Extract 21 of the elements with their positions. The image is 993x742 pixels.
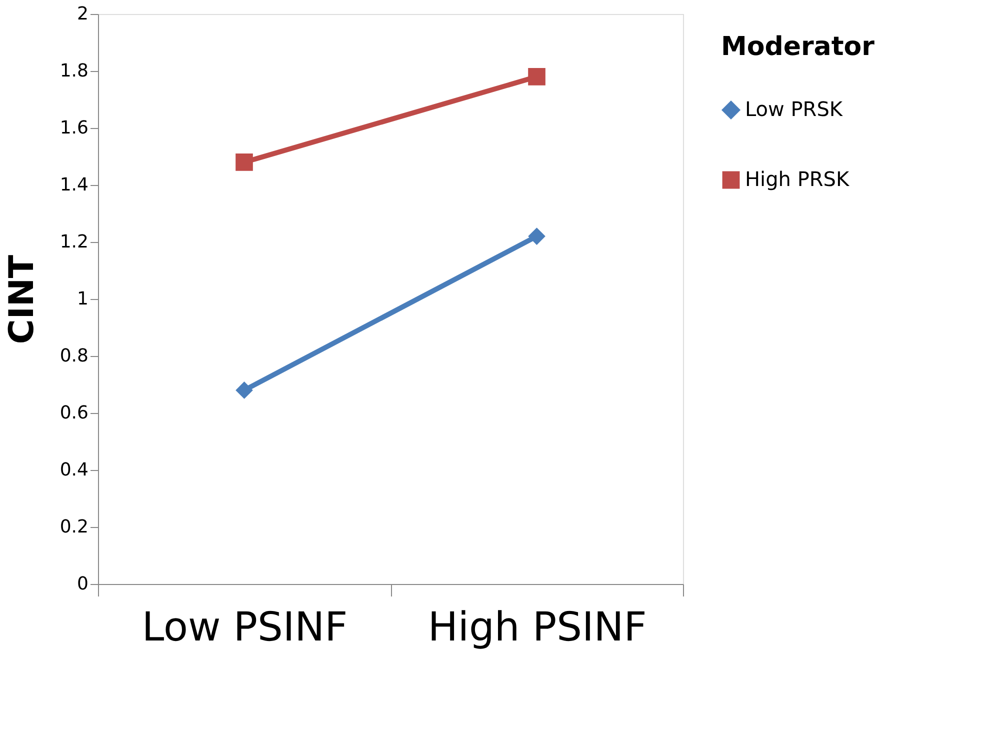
y-tick-label: 1.8 <box>60 60 88 82</box>
y-tick-label: 1.4 <box>60 174 88 196</box>
point <box>528 228 546 245</box>
point <box>236 154 253 171</box>
y-tick-label: 0.6 <box>60 402 88 424</box>
y-tick-label: 0.4 <box>60 460 88 480</box>
y-tick-label: 0 <box>77 574 88 594</box>
y-tick-label: 1 <box>77 288 88 310</box>
x-tick-label: High PSINF <box>428 604 647 650</box>
y-tick-label: 2 <box>77 4 88 24</box>
point <box>528 68 546 86</box>
y-tick-label: 1.2 <box>60 232 88 252</box>
y-tick-label: 0.2 <box>60 516 88 538</box>
legend-label: High PRSK <box>745 167 850 191</box>
y-axis-title: CINT <box>2 254 42 344</box>
y-tick-label: 0.8 <box>60 346 88 366</box>
legend-label: Low PRSK <box>745 97 844 121</box>
legend-title: Moderator <box>721 32 875 62</box>
point <box>236 382 253 399</box>
x-tick-label: Low PSINF <box>142 604 348 650</box>
y-tick-label: 1.6 <box>60 118 88 138</box>
